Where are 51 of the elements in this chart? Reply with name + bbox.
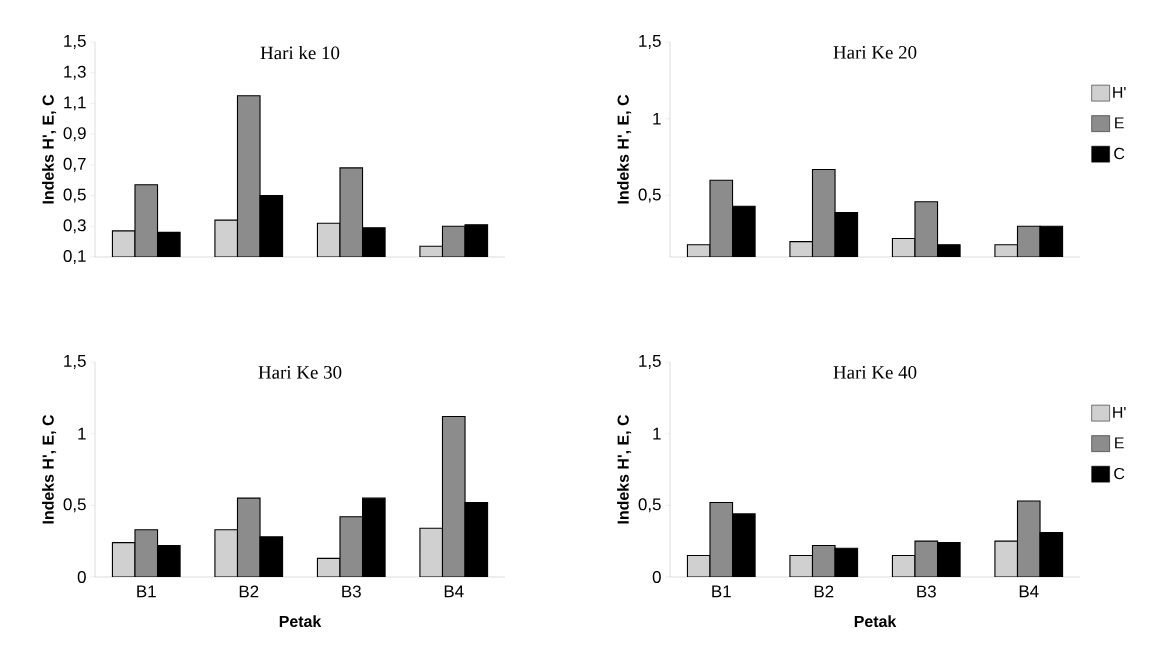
y-tick-label: 0,3 — [63, 219, 86, 234]
chart-title: Hari Ke 40 — [833, 365, 917, 379]
chart-title: Hari Ke 20 — [833, 45, 917, 59]
y-tick-label: 1 — [653, 112, 661, 125]
bar — [134, 529, 159, 577]
y-axis-title: Indeks H', E, C — [42, 414, 57, 524]
y-tick-label: 1,5 — [639, 35, 661, 49]
y-tick-label: 1,5 — [64, 35, 86, 49]
y-tick-label: 1 — [78, 427, 86, 440]
bar — [709, 501, 734, 577]
y-tick-label: 0,5 — [638, 188, 661, 203]
legend-label: E — [1115, 117, 1124, 129]
bar — [419, 527, 444, 577]
chart-title: Hari ke 10 — [260, 45, 340, 60]
y-tick-label: 1 — [653, 427, 661, 440]
y-tick-label: 0,5 — [63, 498, 86, 513]
y-tick-label: 0,7 — [63, 157, 86, 172]
chart-title: Hari Ke 30 — [258, 365, 342, 379]
y-tick-label: 0 — [77, 570, 86, 583]
legend-label: H' — [1113, 86, 1126, 98]
y-axis-title: Indeks H', E, C — [42, 94, 57, 204]
x-tick-label: B4 — [444, 585, 464, 598]
bar — [441, 415, 466, 577]
bar — [214, 529, 239, 577]
y-tick-label: 1,3 — [64, 65, 86, 80]
y-axis-title: Indeks H', E, C — [617, 94, 632, 204]
x-tick-label: B1 — [712, 585, 731, 598]
y-tick-label: 0,5 — [63, 188, 86, 203]
x-tick-label: B3 — [917, 585, 936, 598]
y-tick-label: 1,1 — [64, 96, 86, 111]
legend-label: E — [1115, 437, 1124, 449]
legend-label: C — [1114, 467, 1125, 480]
bar — [339, 516, 364, 577]
x-axis-title: Petak — [279, 615, 322, 628]
y-tick-label: 0,5 — [638, 498, 661, 513]
x-tick-label: B2 — [814, 585, 834, 598]
y-tick-label: 1,5 — [639, 355, 661, 369]
y-tick-label: 0 — [652, 570, 661, 583]
x-tick-label: B2 — [239, 585, 259, 598]
x-tick-label: B4 — [1019, 585, 1039, 598]
y-tick-label: 1,5 — [64, 355, 86, 369]
y-axis-title: Indeks H', E, C — [617, 414, 632, 524]
x-axis-title: Petak — [854, 615, 897, 628]
x-tick-label: B1 — [137, 585, 156, 598]
bar — [236, 497, 261, 577]
y-tick-label: 0,9 — [63, 127, 86, 142]
legend-label: C — [1114, 147, 1125, 160]
legend-label: H' — [1113, 406, 1126, 418]
y-tick-label: 0,1 — [63, 249, 86, 264]
x-tick-label: B3 — [342, 585, 361, 598]
bar — [1016, 500, 1041, 577]
